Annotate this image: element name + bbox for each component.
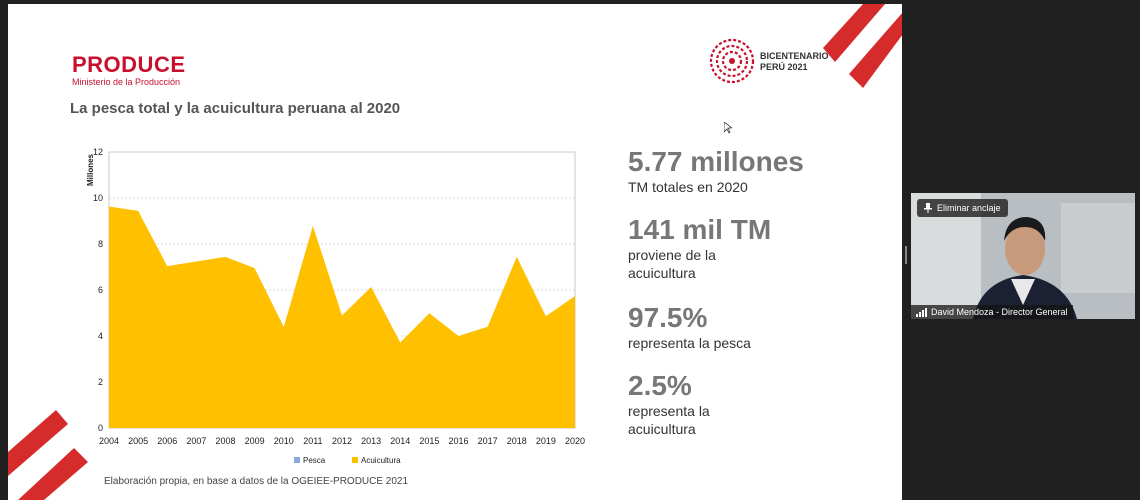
shared-slide: PRODUCE Ministerio de la Producción BICE…	[8, 4, 902, 500]
y-tick-label: 8	[98, 239, 103, 249]
legend-swatch	[352, 457, 358, 463]
participant-name: David Mendoza - Director General	[931, 307, 1068, 317]
x-tick-label: 2010	[274, 436, 294, 446]
x-tick-label: 2020	[565, 436, 585, 446]
pin-icon	[924, 203, 932, 213]
stat-fishing-pct-value: 97.5%	[628, 302, 708, 333]
x-tick-label: 2015	[419, 436, 439, 446]
x-tick-label: 2005	[128, 436, 148, 446]
stat-aquaculture-pct-caption-2: acuicultura	[628, 421, 696, 437]
y-tick-label: 6	[98, 285, 103, 295]
source-footnote: Elaboración propia, en base a datos de l…	[104, 476, 409, 487]
bicentenario-logo: BICENTENARIO PERÚ 2021	[708, 37, 838, 87]
legend-label: Acuicultura	[361, 456, 401, 465]
slide-title: La pesca total y la acuicultura peruana …	[70, 100, 401, 117]
stat-total: 5.77 millones TM totales en 2020	[628, 146, 804, 196]
stat-aquaculture-tm-value: 141 mil TM	[628, 214, 772, 245]
corner-stripes-bottom-left	[8, 410, 88, 500]
x-tick-label: 2011	[303, 436, 322, 446]
participant-name-tag: David Mendoza - Director General	[911, 305, 1073, 319]
series-area-acuicultura	[109, 206, 575, 428]
stat-aquaculture-tm-caption-1: proviene de la	[628, 247, 716, 263]
y-tick-label: 2	[98, 377, 103, 387]
mouse-cursor-icon	[724, 122, 732, 134]
brand-subtitle: Ministerio de la Producción	[72, 77, 181, 87]
corner-stripes-top-right	[823, 4, 902, 88]
stat-total-value: 5.77 millones	[628, 146, 804, 177]
stat-aquaculture-pct-value: 2.5%	[628, 370, 692, 401]
legend-label: Pesca	[303, 456, 326, 465]
unpin-label: Eliminar anclaje	[937, 203, 1001, 213]
x-tick-label: 2012	[332, 436, 352, 446]
area-chart: 0 2 4 6 8 10 12 2004 2005 2006 2007 2008 2009 2010 201…	[86, 147, 585, 465]
x-tick-label: 2004	[99, 436, 119, 446]
x-tick-label: 2007	[186, 436, 206, 446]
stat-total-caption: TM totales en 2020	[628, 179, 748, 195]
x-tick-label: 2008	[215, 436, 235, 446]
y-tick-label: 0	[98, 423, 103, 433]
legend-swatch	[294, 457, 300, 463]
stat-aquaculture-pct: 2.5% representa la acuicultura	[628, 370, 710, 438]
panel-resize-handle[interactable]	[905, 246, 907, 264]
stat-fishing-pct: 97.5% representa la pesca	[628, 302, 751, 352]
y-axis-label: Millones	[86, 153, 95, 186]
y-tick-label: 10	[93, 193, 103, 203]
x-tick-label: 2016	[448, 436, 468, 446]
stat-aquaculture-pct-caption-1: representa la	[628, 403, 710, 419]
y-tick-label: 4	[98, 331, 103, 341]
x-tick-label: 2014	[390, 436, 410, 446]
x-tick-label: 2017	[478, 436, 498, 446]
signal-bars-icon	[916, 307, 927, 317]
x-tick-label: 2006	[157, 436, 177, 446]
stat-aquaculture-tm: 141 mil TM proviene de la acuicultura	[628, 214, 771, 282]
stat-aquaculture-tm-caption-2: acuicultura	[628, 265, 696, 281]
participant-video[interactable]: Eliminar anclaje David Mendoza - Directo…	[911, 193, 1135, 319]
bicentenario-line1: BICENTENARIO	[760, 51, 829, 61]
brand-name: PRODUCE	[72, 52, 186, 77]
x-tick-label: 2013	[361, 436, 381, 446]
bicentenario-line2: PERÚ 2021	[760, 62, 808, 72]
bicentenario-emblem-icon	[709, 38, 755, 84]
stat-fishing-pct-caption: representa la pesca	[628, 335, 751, 351]
produce-logo: PRODUCE Ministerio de la Producción	[72, 52, 186, 88]
y-tick-label: 12	[93, 147, 103, 157]
x-tick-label: 2019	[536, 436, 556, 446]
x-tick-label: 2018	[507, 436, 527, 446]
unpin-button[interactable]: Eliminar anclaje	[917, 199, 1008, 217]
x-tick-label: 2009	[245, 436, 265, 446]
